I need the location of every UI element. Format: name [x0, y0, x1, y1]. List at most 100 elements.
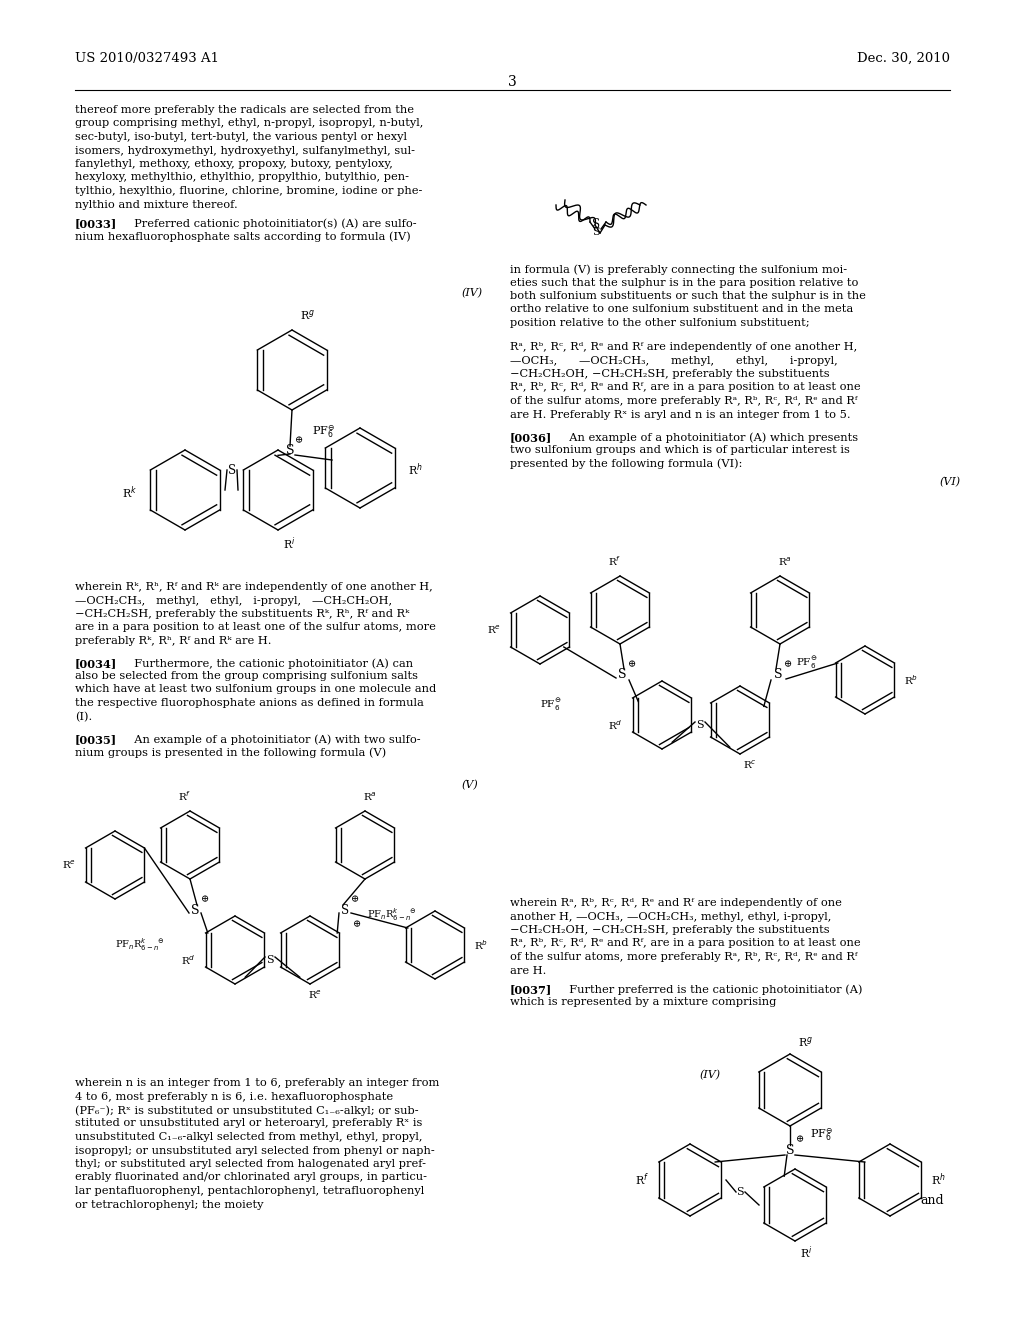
Text: An example of a photoinitiator (A) with two sulfo-: An example of a photoinitiator (A) with … [127, 734, 421, 744]
Text: the respective fluorophosphate anions as defined in formula: the respective fluorophosphate anions as… [75, 698, 424, 708]
Text: are H.: are H. [510, 965, 547, 975]
Text: (VI): (VI) [940, 477, 962, 487]
Text: R$^d$: R$^d$ [181, 953, 196, 966]
Text: R$^f$: R$^f$ [635, 1172, 649, 1188]
Text: ⊕: ⊕ [295, 437, 303, 446]
Text: S: S [286, 444, 294, 457]
Text: presented by the following formula (VI):: presented by the following formula (VI): [510, 458, 742, 469]
Text: Preferred cationic photoinitiator(s) (A) are sulfo-: Preferred cationic photoinitiator(s) (A)… [127, 218, 417, 228]
Text: R$^a$: R$^a$ [778, 556, 792, 568]
Text: group comprising methyl, ethyl, n-propyl, isopropyl, n-butyl,: group comprising methyl, ethyl, n-propyl… [75, 119, 423, 128]
Text: ortho relative to one sulfonium substituent and in the meta: ortho relative to one sulfonium substitu… [510, 305, 853, 314]
Text: 3: 3 [508, 75, 516, 88]
Text: Rᵃ, Rᵇ, Rᶜ, Rᵈ, Rᵉ and Rᶠ are independently of one another H,: Rᵃ, Rᵇ, Rᶜ, Rᵈ, Rᵉ and Rᶠ are independen… [510, 342, 857, 352]
Text: ⊕: ⊕ [201, 895, 209, 904]
Text: [0037]: [0037] [510, 983, 552, 995]
Text: in formula (V) is preferably connecting the sulfonium moi-: in formula (V) is preferably connecting … [510, 264, 847, 275]
Text: PF$_6^{⊖}$: PF$_6^{⊖}$ [796, 655, 817, 671]
Text: −CH₂CH₂SH, preferably the substituents Rᵏ, Rʰ, Rᶠ and Rᵏ: −CH₂CH₂SH, preferably the substituents R… [75, 609, 410, 619]
Text: R$^g$: R$^g$ [300, 308, 315, 322]
Text: R$^e$: R$^e$ [487, 624, 501, 636]
Text: or tetrachlorophenyl; the moiety: or tetrachlorophenyl; the moiety [75, 1200, 263, 1209]
Text: (I).: (I). [75, 711, 92, 722]
Text: PF$_6^{⊖}$: PF$_6^{⊖}$ [312, 424, 335, 440]
Text: another H, —OCH₃, —OCH₂CH₃, methyl, ethyl, i-propyl,: another H, —OCH₃, —OCH₂CH₃, methyl, ethy… [510, 912, 831, 921]
Text: S: S [190, 903, 200, 916]
Text: (IV): (IV) [462, 288, 483, 298]
Text: (IV): (IV) [700, 1071, 721, 1080]
Text: S: S [266, 954, 273, 965]
Text: position relative to the other sulfonium substituent;: position relative to the other sulfonium… [510, 318, 810, 327]
Text: R$^i$: R$^i$ [283, 535, 296, 552]
Text: both sulfonium substituents or such that the sulphur is in the: both sulfonium substituents or such that… [510, 290, 866, 301]
Text: isomers, hydroxymethyl, hydroxyethyl, sulfanylmethyl, sul-: isomers, hydroxymethyl, hydroxyethyl, su… [75, 145, 415, 156]
Text: S: S [774, 668, 782, 681]
Text: S: S [592, 227, 600, 238]
Text: which is represented by a mixture comprising: which is represented by a mixture compri… [510, 997, 776, 1007]
Text: —OCH₃,      —OCH₂CH₃,      methyl,      ethyl,      i-propyl,: —OCH₃, —OCH₂CH₃, methyl, ethyl, i-propyl… [510, 355, 838, 366]
Text: wherein n is an integer from 1 to 6, preferably an integer from: wherein n is an integer from 1 to 6, pre… [75, 1078, 439, 1088]
Text: hexyloxy, methylthio, ethylthio, propylthio, butylthio, pen-: hexyloxy, methylthio, ethylthio, propylt… [75, 173, 409, 182]
Text: nium hexafluorophosphate salts according to formula (IV): nium hexafluorophosphate salts according… [75, 231, 411, 242]
Text: R$^e$: R$^e$ [308, 989, 322, 1002]
Text: —OCH₂CH₃,   methyl,   ethyl,   i-propyl,   —CH₂CH₂OH,: —OCH₂CH₃, methyl, ethyl, i-propyl, —CH₂C… [75, 595, 392, 606]
Text: R$^f$: R$^f$ [178, 789, 191, 803]
Text: S: S [736, 1187, 743, 1197]
Text: 4 to 6, most preferably n is 6, i.e. hexafluorophosphate: 4 to 6, most preferably n is 6, i.e. hex… [75, 1092, 393, 1101]
Text: Furthermore, the cationic photoinitiator (A) can: Furthermore, the cationic photoinitiator… [127, 657, 413, 668]
Text: also be selected from the group comprising sulfonium salts: also be selected from the group comprisi… [75, 671, 418, 681]
Text: [0033]: [0033] [75, 218, 118, 228]
Text: thereof more preferably the radicals are selected from the: thereof more preferably the radicals are… [75, 106, 414, 115]
Text: stituted or unsubstituted aryl or heteroaryl, preferably Rˣ is: stituted or unsubstituted aryl or hetero… [75, 1118, 422, 1129]
Text: of the sulfur atoms, more preferably Rᵃ, Rᵇ, Rᶜ, Rᵈ, Rᵉ and Rᶠ: of the sulfur atoms, more preferably Rᵃ,… [510, 952, 857, 962]
Text: ⊕: ⊕ [784, 660, 792, 669]
Text: are H. Preferably Rˣ is aryl and n is an integer from 1 to 5.: are H. Preferably Rˣ is aryl and n is an… [510, 409, 851, 420]
Text: PF$_6^{⊖}$: PF$_6^{⊖}$ [540, 697, 561, 713]
Text: S: S [617, 668, 627, 681]
Text: R$^d$: R$^d$ [608, 718, 623, 731]
Text: R$^g$: R$^g$ [798, 1035, 813, 1049]
Text: ⊕: ⊕ [351, 895, 359, 904]
Text: are in a para position to at least one of the sulfur atoms, more: are in a para position to at least one o… [75, 623, 436, 632]
Text: erably fluorinated and/or chlorinated aryl groups, in particu-: erably fluorinated and/or chlorinated ar… [75, 1172, 427, 1183]
Text: [0035]: [0035] [75, 734, 117, 744]
Text: and: and [920, 1193, 944, 1206]
Text: two sulfonium groups and which is of particular interest is: two sulfonium groups and which is of par… [510, 445, 850, 455]
Text: isopropyl; or unsubstituted aryl selected from phenyl or naph-: isopropyl; or unsubstituted aryl selecte… [75, 1146, 435, 1155]
Text: S: S [696, 719, 703, 730]
Text: −CH₂CH₂OH, −CH₂CH₂SH, preferably the substituents: −CH₂CH₂OH, −CH₂CH₂SH, preferably the sub… [510, 370, 829, 379]
Text: eties such that the sulphur is in the para position relative to: eties such that the sulphur is in the pa… [510, 277, 858, 288]
Text: R$^h$: R$^h$ [931, 1172, 946, 1188]
Text: R$^b$: R$^b$ [904, 673, 919, 686]
Text: R$^f$: R$^f$ [608, 554, 622, 568]
Text: Rᵃ, Rᵇ, Rᶜ, Rᵈ, Rᵉ and Rᶠ, are in a para position to at least one: Rᵃ, Rᵇ, Rᶜ, Rᵈ, Rᵉ and Rᶠ, are in a para… [510, 383, 860, 392]
Text: −CH₂CH₂OH, −CH₂CH₂SH, preferably the substituents: −CH₂CH₂OH, −CH₂CH₂SH, preferably the sub… [510, 925, 829, 935]
Text: R$^k$: R$^k$ [122, 484, 137, 502]
Text: nium groups is presented in the following formula (V): nium groups is presented in the followin… [75, 747, 386, 758]
Text: which have at least two sulfonium groups in one molecule and: which have at least two sulfonium groups… [75, 685, 436, 694]
Text: S: S [228, 463, 237, 477]
Text: R$^i$: R$^i$ [800, 1243, 813, 1261]
Text: lar pentafluorophenyl, pentachlorophenyl, tetrafluorophenyl: lar pentafluorophenyl, pentachlorophenyl… [75, 1185, 424, 1196]
Text: S: S [785, 1143, 795, 1156]
Text: Further preferred is the cationic photoinitiator (A): Further preferred is the cationic photoi… [562, 983, 862, 994]
Text: PF$_n$R$^k_{6-n}$$^{⊖}$: PF$_n$R$^k_{6-n}$$^{⊖}$ [367, 907, 417, 924]
Text: S: S [341, 903, 349, 916]
Text: R$^a$: R$^a$ [364, 791, 377, 803]
Text: An example of a photoinitiator (A) which presents: An example of a photoinitiator (A) which… [562, 432, 858, 442]
Text: ⊕: ⊕ [628, 660, 636, 669]
Text: tylthio, hexylthio, fluorine, chlorine, bromine, iodine or phe-: tylthio, hexylthio, fluorine, chlorine, … [75, 186, 422, 195]
Text: R$^b$: R$^b$ [474, 939, 488, 952]
Text: R$^c$: R$^c$ [743, 759, 757, 771]
Text: (V): (V) [462, 780, 479, 791]
Text: ⊕: ⊕ [796, 1135, 804, 1144]
Text: US 2010/0327493 A1: US 2010/0327493 A1 [75, 51, 219, 65]
Text: wherein Rᵃ, Rᵇ, Rᶜ, Rᵈ, Rᵉ and Rᶠ are independently of one: wherein Rᵃ, Rᵇ, Rᶜ, Rᵈ, Rᵉ and Rᶠ are in… [510, 898, 842, 908]
Text: PF$_6^{⊖}$: PF$_6^{⊖}$ [810, 1127, 834, 1143]
Text: fanylethyl, methoxy, ethoxy, propoxy, butoxy, pentyloxy,: fanylethyl, methoxy, ethoxy, propoxy, bu… [75, 158, 393, 169]
Text: R$^h$: R$^h$ [408, 462, 423, 478]
Text: of the sulfur atoms, more preferably Rᵃ, Rᵇ, Rᶜ, Rᵈ, Rᵉ and Rᶠ: of the sulfur atoms, more preferably Rᵃ,… [510, 396, 857, 407]
Text: unsubstituted C₁₋₆-alkyl selected from methyl, ethyl, propyl,: unsubstituted C₁₋₆-alkyl selected from m… [75, 1133, 423, 1142]
Text: R$^e$: R$^e$ [61, 859, 76, 871]
Text: preferably Rᵏ, Rʰ, Rᶠ and Rᵏ are H.: preferably Rᵏ, Rʰ, Rᶠ and Rᵏ are H. [75, 636, 271, 645]
